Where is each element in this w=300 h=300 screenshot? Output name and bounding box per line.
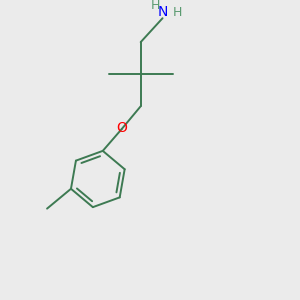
Text: N: N	[158, 5, 168, 19]
Text: O: O	[116, 121, 127, 135]
Text: H: H	[172, 7, 182, 20]
Text: H: H	[151, 0, 160, 13]
